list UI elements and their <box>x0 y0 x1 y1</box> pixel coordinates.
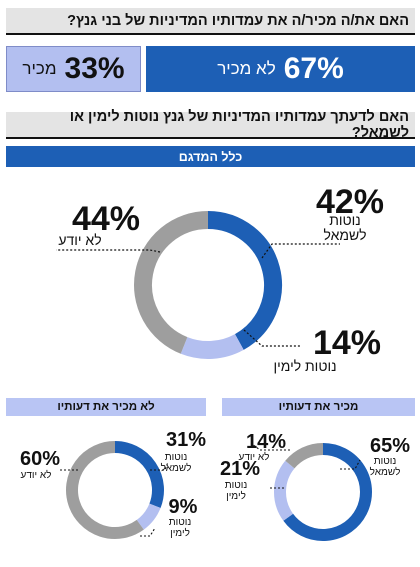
dont-know-views-bar: לא מכיר את דעותיו <box>6 398 206 416</box>
leader-overall-left <box>261 243 340 259</box>
know-unknown-pct: 14% <box>246 431 286 453</box>
overall-left-pct: 42% <box>316 183 384 221</box>
overall-left-label-2: לשמאל <box>323 227 366 243</box>
leader-know-unknown <box>251 443 290 451</box>
dontknow-unknown-label: לא יודע <box>21 469 52 481</box>
leader-know-left <box>340 459 361 470</box>
dontknow-left-label-1: נוטות <box>165 452 188 463</box>
familiar-67-pct: 67% <box>283 52 344 85</box>
know-left-label-2: לשמאל <box>370 466 401 478</box>
dontknow-right-label-1: נוטות <box>169 517 192 528</box>
dont-know-views-title: לא מכיר את דעותיו <box>57 401 155 413</box>
question-2-bar: האם לדעתך עמדותיו המדיניות של גנץ נוטות … <box>6 108 415 141</box>
familiar-33-box: 33% מכיר <box>6 46 141 92</box>
know-unknown-label: לא יודע <box>239 451 270 463</box>
donut-1-slice-unknown <box>285 443 324 469</box>
leader-dontknow-right <box>140 527 156 537</box>
dontknow-left-pct: 31% <box>166 429 206 451</box>
dontknow-left-label-2: לשמאל <box>161 462 192 474</box>
know-right-label-1: נוטות <box>225 480 248 491</box>
donut-0-slice-unknown <box>134 211 209 354</box>
question-2-text: האם לדעתך עמדותיו המדיניות של גנץ נוטות … <box>69 108 409 141</box>
leader-dontknow-left <box>150 461 169 471</box>
dontknow-unknown-pct: 60% <box>20 448 60 470</box>
leader-overall-right <box>243 329 300 347</box>
dontknow-right-pct: 9% <box>169 496 198 518</box>
donut-0-slice-left <box>207 211 282 350</box>
know-right-pct: 21% <box>220 458 260 480</box>
familiar-33-label: מכיר <box>22 59 57 78</box>
donut-2-slice-unknown <box>66 441 144 539</box>
familiar-33-pct: 33% <box>64 52 125 85</box>
question-1-text: האם את/ה מכיר/ה את עמדותיו המדיניות של ב… <box>67 12 409 29</box>
familiar-67-box: 67% לא מכיר <box>146 46 415 92</box>
know-views-title: מכיר את דעותיו <box>278 401 359 413</box>
overall-right-label: נוטות לימין <box>273 358 336 374</box>
donut-know-views <box>274 443 372 541</box>
overall-unknown-label: לא יודע <box>58 232 101 248</box>
know-right-label-2: לימין <box>226 490 246 502</box>
overall-unknown-pct: 44% <box>72 200 140 238</box>
donut-2-slice-left <box>114 441 164 509</box>
donut-1-slice-left <box>283 443 372 541</box>
dontknow-right-label-2: לימין <box>170 527 190 539</box>
know-left-label-1: נוטות <box>374 456 397 467</box>
donut-0-slice-right <box>180 333 244 359</box>
donut-dont-know-views <box>66 441 164 539</box>
familiar-67-label: לא מכיר <box>217 59 276 78</box>
question-1-bar: האם את/ה מכיר/ה את עמדותיו המדיניות של ב… <box>6 8 415 35</box>
donut-overall <box>134 211 282 359</box>
donut-2-slice-right <box>136 503 161 530</box>
overall-sample-title: כלל המדגם <box>178 149 243 164</box>
overall-sample-bar: כלל המדגם <box>6 146 415 167</box>
donut-1-slice-right <box>274 460 295 521</box>
know-views-bar: מכיר את דעותיו <box>222 398 415 416</box>
overall-left-label-1: נוטות <box>329 212 361 228</box>
overall-right-pct: 14% <box>313 324 381 362</box>
know-left-pct: 65% <box>370 435 410 457</box>
leader-overall-unknown <box>56 249 161 253</box>
